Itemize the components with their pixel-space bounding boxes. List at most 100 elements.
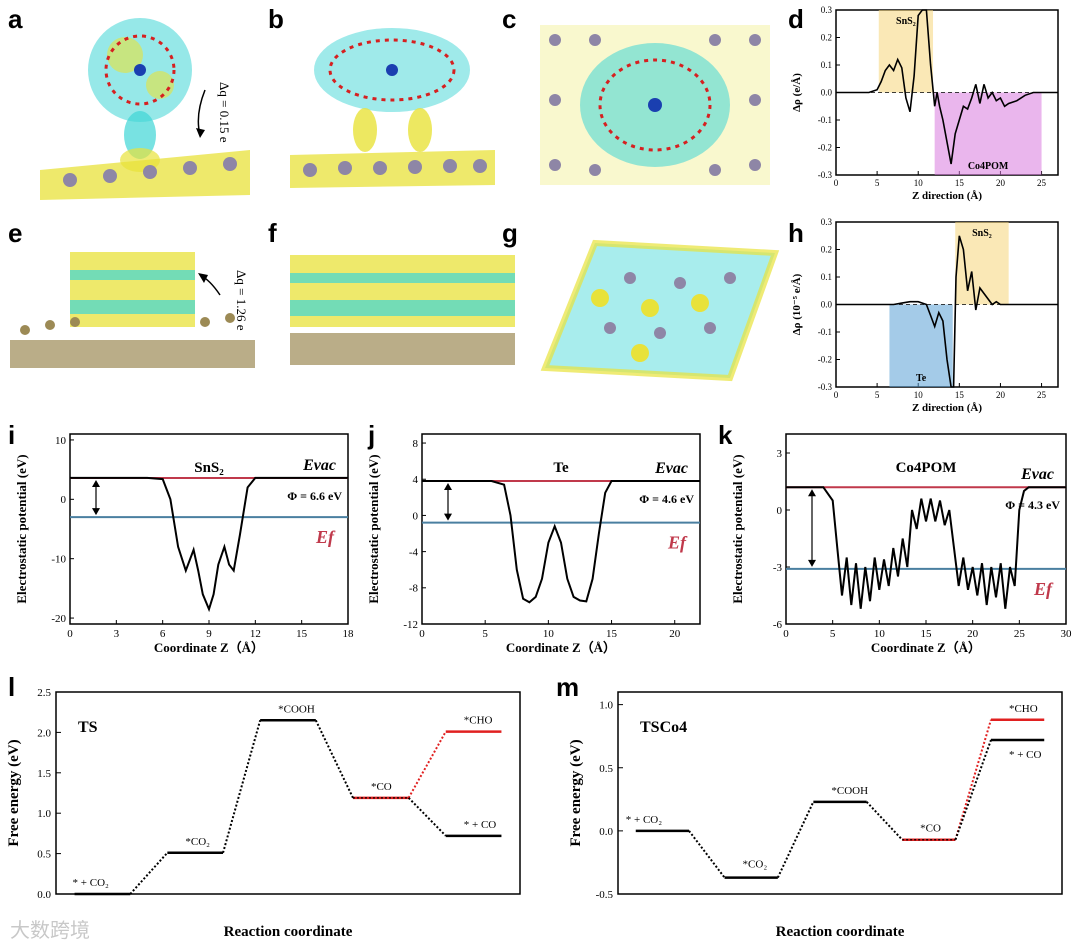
y-tick-label: -0.3 — [818, 382, 833, 392]
ef-label: Ef — [1033, 579, 1054, 599]
y-tick-label: -0.2 — [818, 355, 832, 365]
x-tick-label: 20 — [996, 390, 1006, 400]
y-tick-label: -4 — [409, 546, 419, 558]
state-label: * + CO₂ — [73, 877, 109, 889]
chart-title: TSCo4 — [640, 719, 687, 736]
pom-cluster — [88, 18, 192, 122]
state-label: *CO₂ — [743, 859, 768, 871]
y-tick-label: -20 — [51, 613, 66, 625]
potential-curve — [70, 476, 348, 613]
y-tick-label: 0 — [413, 510, 419, 522]
transition-connector — [865, 801, 903, 841]
y-tick-label: 0.1 — [821, 60, 832, 70]
x-tick-label: 3 — [114, 628, 120, 640]
state-label: * + CO — [1009, 749, 1042, 761]
region-label: Co4POM — [968, 161, 1009, 172]
charge-density-curve — [836, 9, 1058, 165]
arrow-head-down — [444, 513, 452, 521]
charge-density-curve — [836, 235, 1058, 388]
y-tick-label: 8 — [413, 438, 419, 450]
chart-title: Co4POM — [896, 460, 957, 476]
x-tick-label: 0 — [834, 178, 839, 188]
x-tick-label: 10 — [914, 178, 924, 188]
state-label: *COOH — [831, 785, 868, 797]
state-label: *CO — [371, 781, 392, 793]
state-label: *CHO — [464, 715, 493, 727]
panel-label-i: i — [8, 420, 16, 450]
pom-cluster — [314, 28, 470, 112]
arrow-head-up — [92, 479, 100, 487]
x-tick-label: 9 — [206, 628, 212, 640]
y-tick-label: 4 — [413, 474, 419, 486]
chart-title: TS — [78, 719, 98, 736]
y-tick-label: -3 — [773, 562, 783, 574]
x-tick-label: 12 — [250, 628, 261, 640]
structure-c — [540, 25, 770, 185]
x-tick-label: 25 — [1014, 628, 1026, 640]
y-tick-label: -0.5 — [596, 889, 614, 901]
structure-e: Δq = 1.26 e — [10, 252, 255, 368]
y-tick-label: -8 — [409, 583, 419, 595]
panel-label-b: b — [268, 4, 284, 34]
x-tick-label: 0 — [419, 628, 425, 640]
panel-label-e: e — [8, 218, 23, 248]
y-axis-label: Free energy (eV) — [6, 739, 22, 846]
state-label: *CO₂ — [185, 836, 210, 848]
y-tick-label: 0.1 — [821, 272, 832, 282]
chart-title: SnS₂ — [194, 460, 224, 476]
y-tick-label: 2.5 — [37, 687, 51, 699]
y-tick-label: -0.1 — [818, 327, 832, 337]
y-tick-label: 0.3 — [821, 217, 833, 227]
y-tick-label: 1.5 — [37, 768, 51, 780]
x-tick-label: 0 — [67, 628, 73, 640]
arrow-head-down — [808, 559, 816, 567]
y-tick-label: -0.1 — [818, 115, 832, 125]
y-tick-label: 0.3 — [821, 5, 833, 15]
transition-connector — [688, 830, 726, 879]
panel-label-m: m — [556, 672, 580, 702]
y-tick-label: 0.0 — [37, 889, 51, 901]
y-tick-label: 0.0 — [599, 826, 613, 838]
x-tick-label: 10 — [874, 628, 886, 640]
y-axis-label: Δρ (e/Å) — [791, 73, 803, 112]
sns2-slab — [40, 150, 250, 200]
structure-g — [540, 239, 780, 382]
state-label: *CO — [920, 823, 941, 835]
x-tick-label: 20 — [967, 628, 979, 640]
ef-label: Ef — [315, 527, 336, 547]
state-label: * + CO₂ — [626, 814, 662, 826]
y-axis-label: Electrostatic potential (eV) — [14, 454, 29, 603]
arrow-head-up — [808, 489, 816, 497]
transition-connector — [954, 739, 992, 841]
y-tick-label: 0 — [61, 494, 67, 506]
y-tick-label: 2.0 — [37, 727, 51, 739]
x-tick-label: 5 — [875, 178, 880, 188]
ef-label: Ef — [667, 533, 688, 553]
x-axis-label: Coordinate Z（Å） — [154, 640, 264, 655]
x-tick-label: 5 — [875, 390, 880, 400]
y-tick-label: -10 — [51, 554, 66, 566]
transition-connector — [314, 719, 354, 799]
region-label: Te — [916, 373, 927, 384]
structure-f — [290, 255, 515, 365]
plot-frame — [55, 691, 521, 895]
x-tick-label: 5 — [830, 628, 836, 640]
x-tick-label: 15 — [606, 628, 618, 640]
arrow-head-down — [92, 508, 100, 516]
y-tick-label: 0.2 — [821, 245, 832, 255]
transition-connector — [129, 852, 169, 895]
x-tick-label: 20 — [996, 178, 1006, 188]
state-label: *COOH — [278, 703, 315, 715]
structure-b — [290, 28, 495, 188]
transition-connector — [222, 720, 262, 854]
chart-l-free-energy-ts: 0.0 0.5 1.0 1.5 2.0 2.5 Reaction coordinate Fre… — [6, 687, 521, 940]
x-tick-label: 15 — [921, 628, 933, 640]
x-tick-label: 6 — [160, 628, 166, 640]
y-tick-label: 0.0 — [821, 300, 833, 310]
x-tick-label: 0 — [834, 390, 839, 400]
y-tick-label: -6 — [773, 619, 783, 631]
chart-h-charge-density: 0 5 10 15 20 25 0.3 0.2 0.1 0.0 -0.1 -0.2 -0.3 Z dire… — [791, 217, 1059, 414]
work-function-label: Φ = 4.3 eV — [1005, 498, 1060, 512]
work-function-label: Φ = 6.6 eV — [287, 489, 342, 503]
